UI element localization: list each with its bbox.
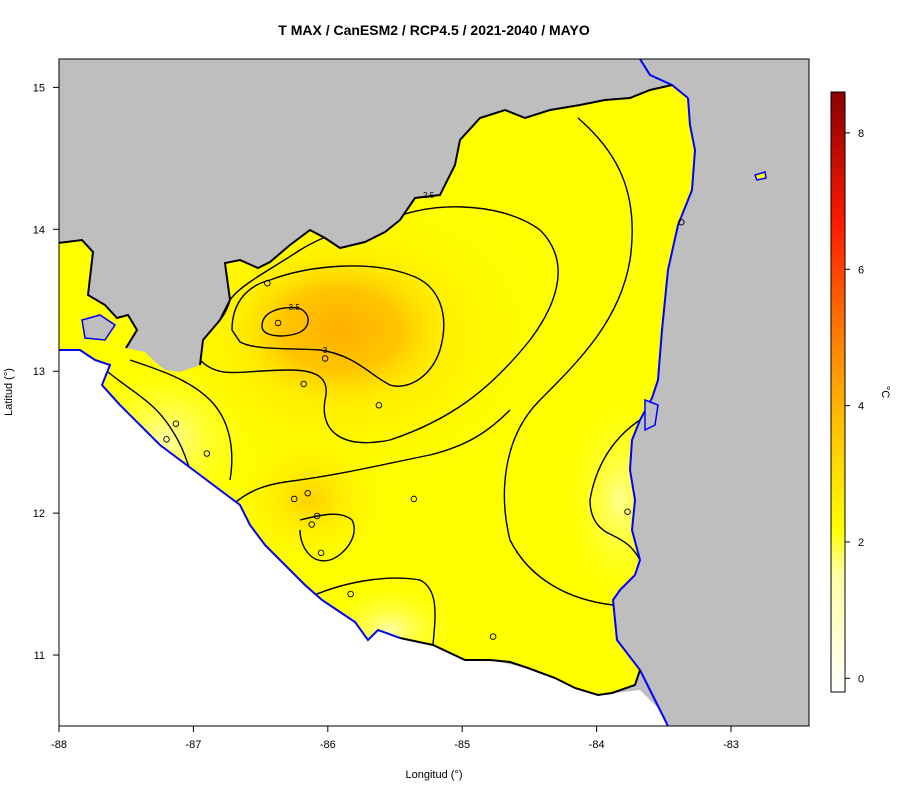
map-title: T MAX / CanESM2 / RCP4.5 / 2021-2040 / M… [278, 22, 590, 38]
station-marker [203, 450, 211, 457]
x-tick-label: -87 [185, 739, 201, 751]
x-tick-label: -84 [589, 739, 605, 751]
station-marker [317, 549, 325, 557]
colorbar-tick-label: 0 [858, 673, 864, 685]
contour-2.5-south [299, 513, 355, 562]
station-marker [321, 355, 329, 362]
station-marker [347, 590, 354, 598]
colorbar [830, 91, 846, 693]
contour-lines [107, 117, 641, 646]
caribbean-coast [611, 97, 697, 726]
contour-1.5-east [589, 419, 641, 561]
colorbar-title: °C [879, 386, 891, 398]
station-marker [489, 633, 497, 640]
colorbar-tick-label: 8 [858, 128, 864, 140]
station-marker [163, 436, 170, 443]
x-axis: -88 -87 -86 -85 -84 -83 [51, 726, 739, 751]
y-tick-label: 12 [33, 508, 45, 520]
station-marker [624, 508, 631, 515]
contour-1.5-west [107, 371, 191, 471]
stations [163, 218, 685, 640]
contour-label: 3.5 [289, 303, 301, 312]
gulf-of-fonseca [81, 314, 117, 341]
pearl-lagoon [644, 398, 659, 432]
costa-rica-border [399, 637, 641, 697]
station-marker [410, 495, 418, 503]
station-marker [172, 420, 180, 427]
station-marker [274, 319, 282, 327]
station-marker [304, 490, 311, 497]
station-marker [300, 380, 307, 388]
x-tick-label: -85 [454, 739, 470, 751]
contour-2-mid [231, 409, 511, 506]
north-coast [639, 59, 689, 99]
pacific-ocean [59, 350, 670, 726]
station-marker [313, 512, 321, 520]
contour-label: 3 [323, 346, 328, 355]
y-tick-label: 11 [34, 650, 45, 662]
y-axis: 15 14 13 12 11 [33, 82, 59, 662]
plot-frame [58, 58, 810, 727]
contour-2-east [503, 117, 633, 606]
contour-2-west [129, 359, 233, 481]
x-axis-title: Longitud (°) [406, 769, 463, 781]
coastlines [59, 59, 767, 726]
contour-3.5 [261, 306, 309, 337]
map-layer: 2.5 3.5 3 [59, 59, 809, 726]
colorbar-tick-label: 6 [858, 264, 864, 276]
station-marker [290, 495, 298, 503]
caribbean-shelf [632, 59, 809, 726]
x-tick-label: -86 [320, 739, 336, 751]
contour-labels: 2.5 3.5 3 [289, 191, 435, 355]
station-marker [308, 521, 315, 528]
station-marker [264, 279, 271, 287]
x-tick-label: -88 [51, 739, 67, 751]
colorbar-tick-label: 2 [858, 537, 864, 549]
field-hotspot [210, 240, 470, 420]
colorbar-tick-label: 4 [858, 401, 864, 413]
contour-2.5 [199, 206, 559, 444]
station-marker [375, 402, 383, 409]
pacific-coast [59, 349, 401, 642]
colorbar-ticks: 0 2 4 6 8 [845, 128, 864, 685]
field-warm-south [220, 425, 400, 575]
y-tick-label: 14 [33, 224, 45, 236]
honduras-border [199, 84, 673, 366]
y-tick-label: 13 [33, 366, 45, 378]
corn-islands [753, 171, 767, 181]
y-tick-label: 15 [33, 82, 45, 94]
station-marker [678, 218, 685, 226]
y-axis-title: Latitud (°) [3, 368, 15, 416]
contour-2-south [311, 577, 436, 646]
honduras-border-west [59, 238, 139, 349]
x-tick-label: -83 [723, 739, 739, 751]
contour-3 [231, 265, 445, 387]
contour-label: 2.5 [423, 191, 435, 200]
